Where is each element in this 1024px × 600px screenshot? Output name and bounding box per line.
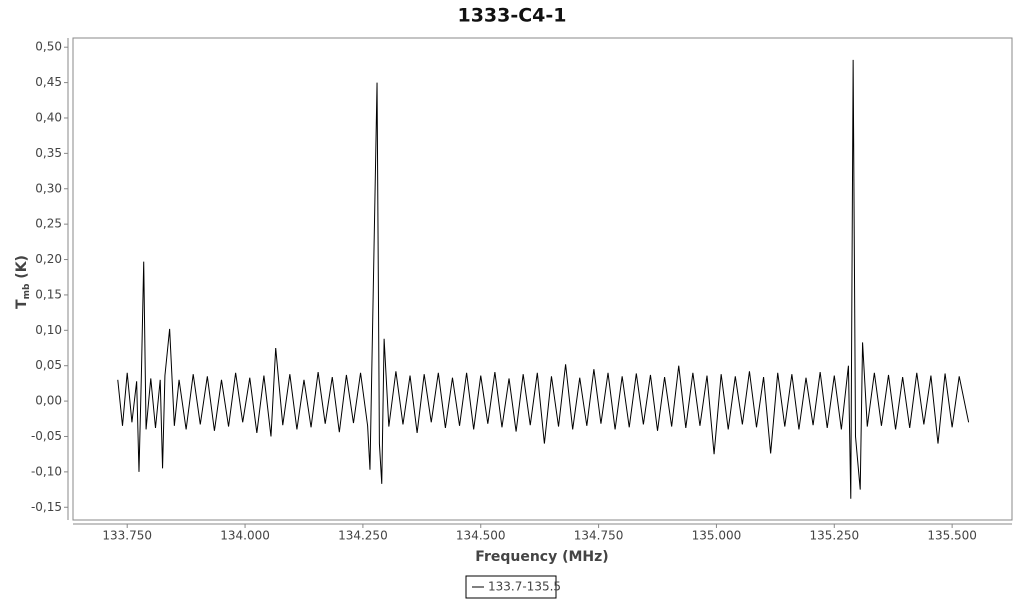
legend: 133.7-135.5 xyxy=(465,575,561,599)
x-tick-label: 135.000 xyxy=(692,529,742,543)
x-tick-label: 134.000 xyxy=(220,529,270,543)
y-tick-label: 0,30 xyxy=(35,181,62,195)
y-tick-label: 0,40 xyxy=(35,110,62,124)
y-tick-label: 0,35 xyxy=(35,146,62,160)
x-axis-title: Frequency (MHz) xyxy=(475,549,608,565)
y-tick-label: 0,25 xyxy=(35,217,62,231)
y-tick-label: 0,00 xyxy=(35,394,62,408)
x-tick-label: 134.500 xyxy=(456,529,506,543)
y-axis-title-unit: (K) xyxy=(14,255,30,284)
y-axis-title: Tmb (K) xyxy=(14,255,32,309)
chart-title: 1333-C4-1 xyxy=(457,5,566,27)
x-tick-label: 135.250 xyxy=(809,529,859,543)
y-tick-label: 0,05 xyxy=(35,358,62,372)
x-tick-label: 134.750 xyxy=(574,529,624,543)
y-tick-label: -0,05 xyxy=(31,429,62,443)
x-tick-label: 135.500 xyxy=(927,529,977,543)
legend-box xyxy=(465,575,557,599)
x-tick-label: 134.250 xyxy=(338,529,388,543)
y-tick-label: 0,50 xyxy=(35,40,62,54)
plot-frame xyxy=(72,37,1013,521)
legend-label: 133.7-135.5 xyxy=(488,580,561,594)
y-tick-label: 0,15 xyxy=(35,287,62,301)
data-line xyxy=(117,59,970,499)
y-axis-title-main: T xyxy=(14,299,30,309)
x-tick-label: 133.750 xyxy=(102,529,152,543)
y-tick-label: 0,45 xyxy=(35,75,62,89)
y-axis-title-sub: mb xyxy=(22,283,32,299)
y-tick-label: 0,20 xyxy=(35,252,62,266)
y-tick-label: 0,10 xyxy=(35,323,62,337)
y-tick-label: -0,10 xyxy=(31,464,62,478)
y-tick-label: -0,15 xyxy=(31,500,62,514)
